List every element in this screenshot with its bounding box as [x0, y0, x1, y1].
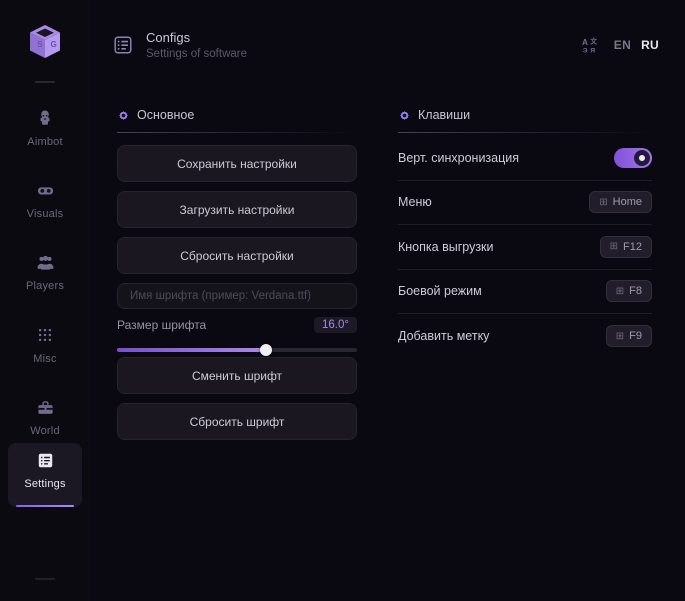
- svg-text:Э: Э: [583, 48, 588, 55]
- svg-text:Я: Я: [590, 48, 595, 55]
- svg-text:文: 文: [589, 37, 597, 46]
- svg-text:G: G: [51, 40, 57, 49]
- svg-text:A: A: [582, 38, 588, 47]
- svg-text:S: S: [37, 40, 43, 49]
